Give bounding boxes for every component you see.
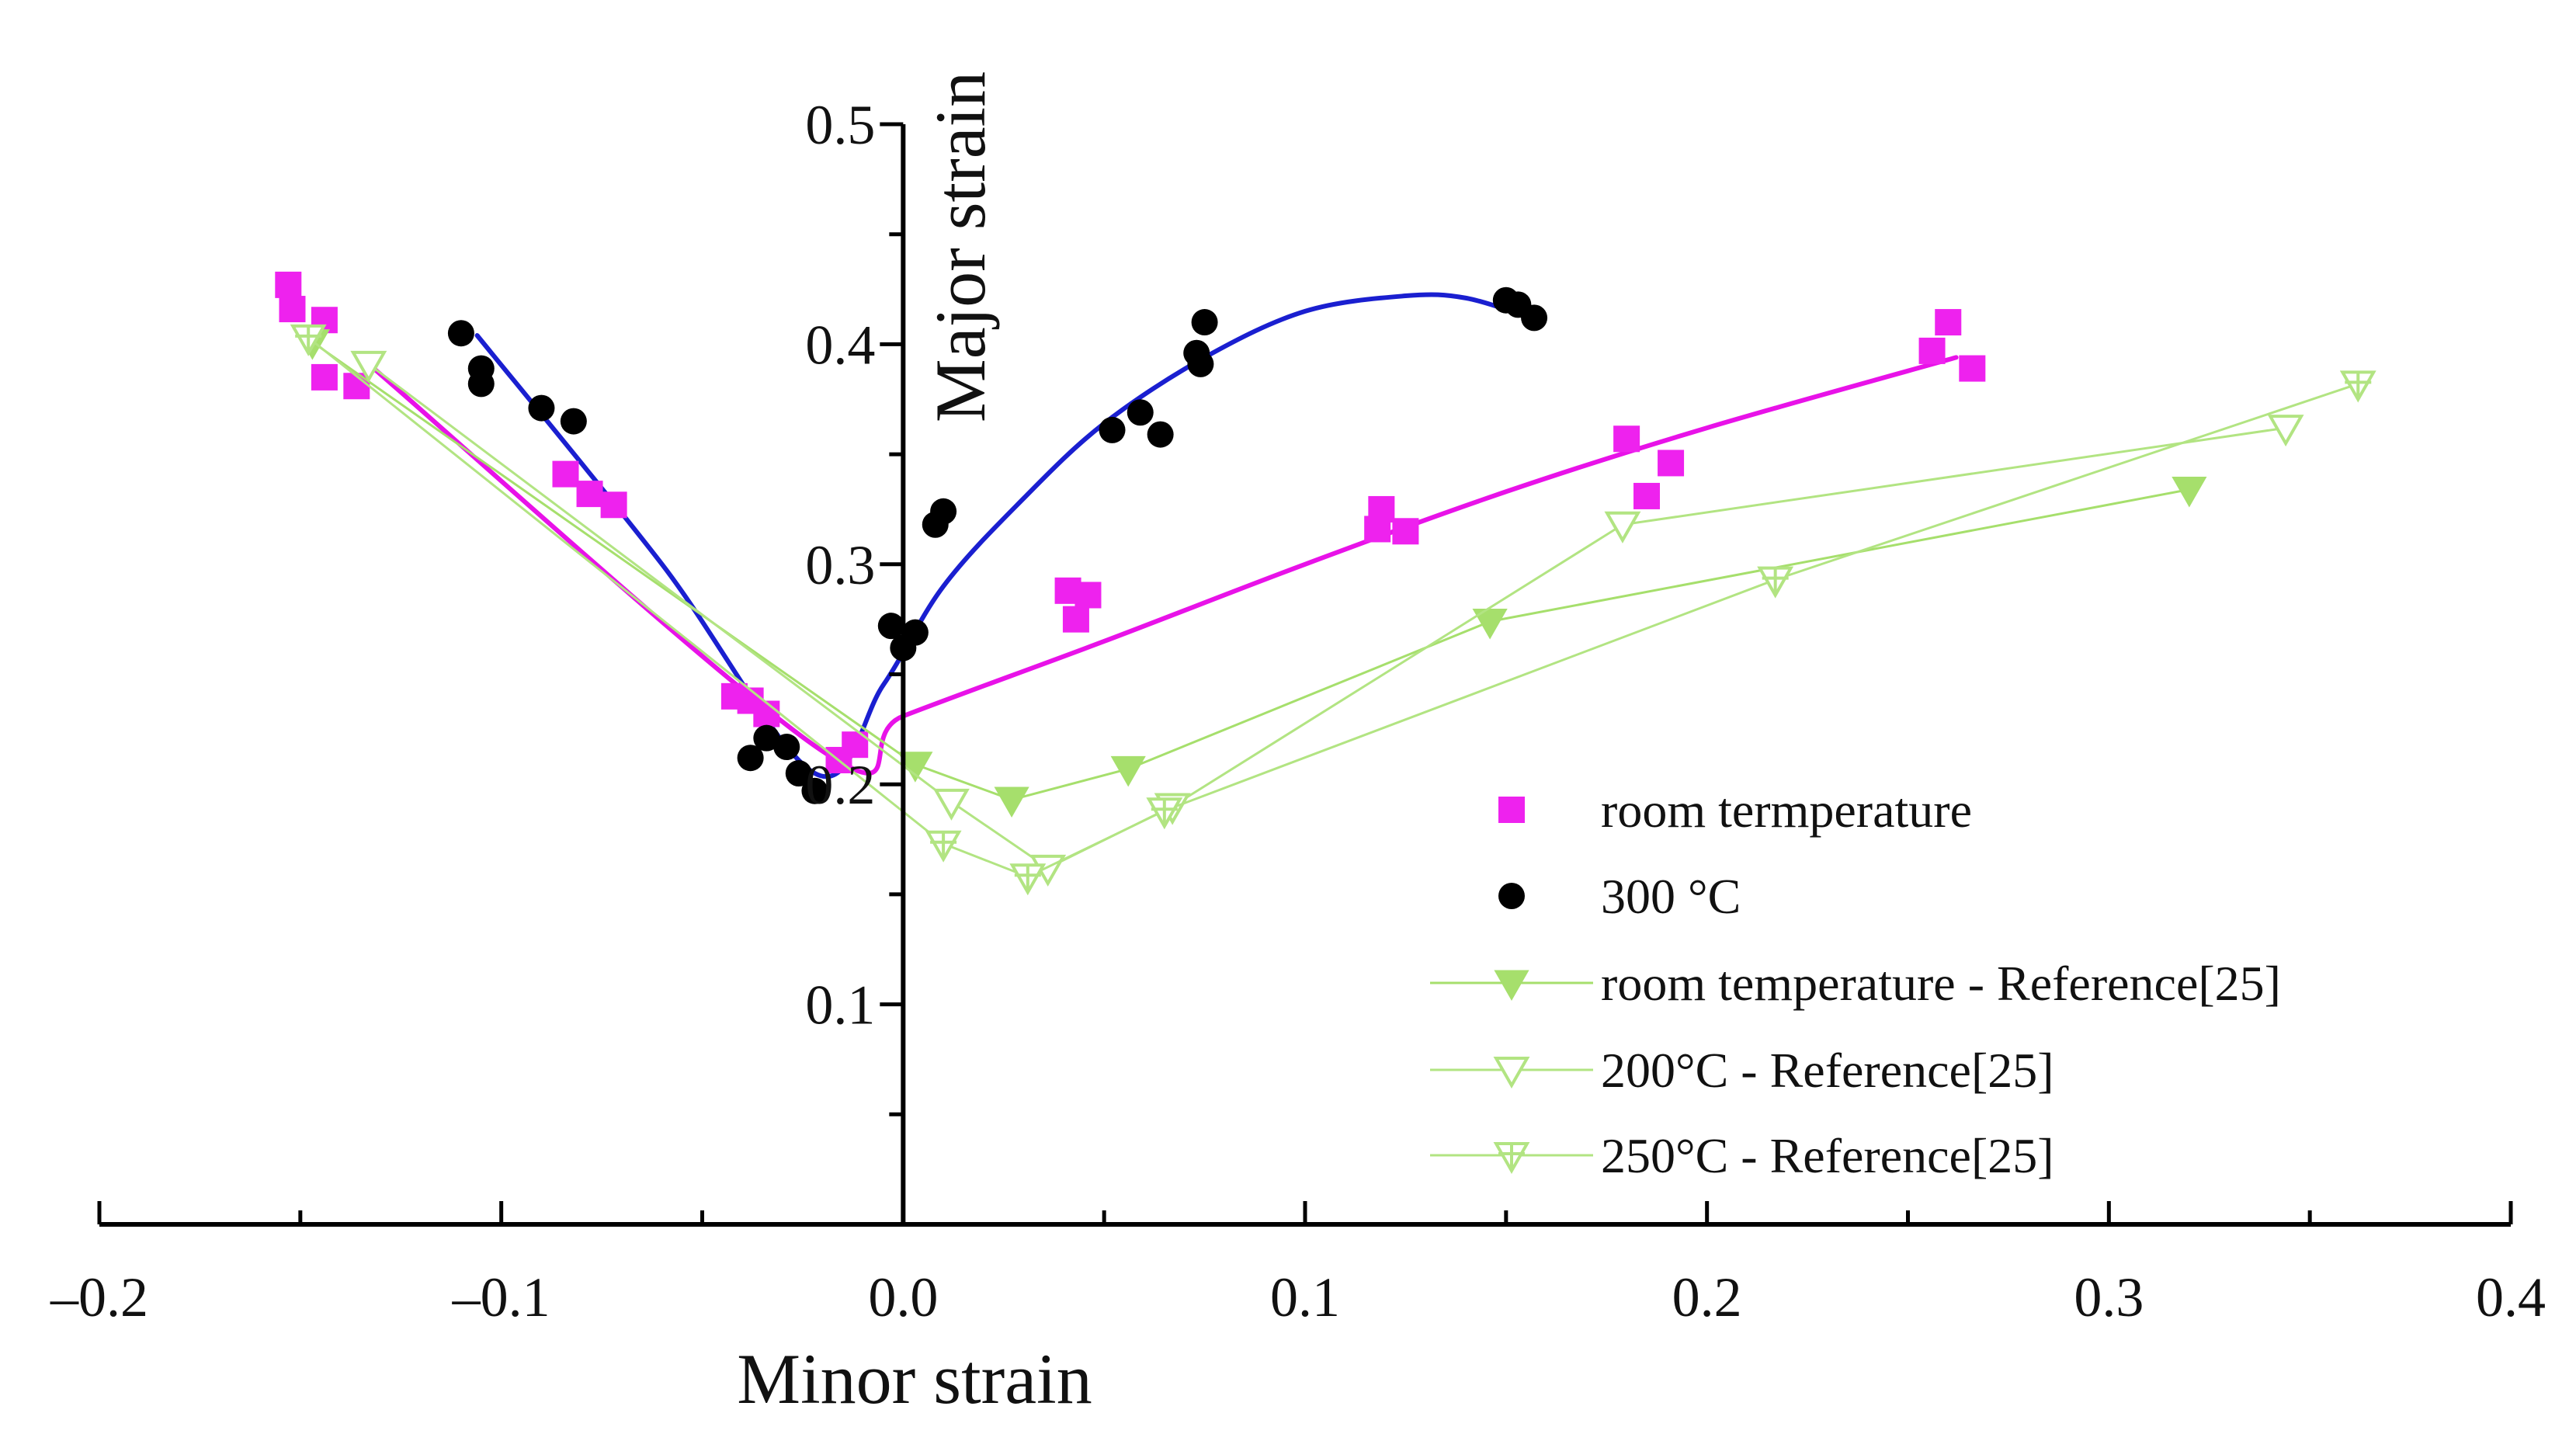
data-point — [576, 481, 603, 508]
series-line — [307, 336, 2359, 878]
data-point — [311, 363, 338, 391]
data-point — [901, 619, 929, 646]
data-point — [275, 271, 302, 298]
data-point — [1074, 582, 1102, 609]
data-point — [350, 350, 387, 383]
axes: –0.2 –0.1 0.0 0.1 0.2 0.3 0.4 0.1 0.2 0.3 0.4 0.5 — [50, 94, 2546, 1328]
data-point — [1918, 337, 1946, 364]
data-point — [785, 760, 812, 787]
legend: room termperature 300 °C room temperature … — [1430, 783, 2281, 1183]
data-point — [2339, 370, 2376, 403]
data-series — [275, 271, 2376, 896]
legend-marker — [1498, 797, 1525, 823]
data-point — [1633, 482, 1661, 509]
data-point — [1392, 518, 1419, 545]
data-point — [1757, 566, 1794, 599]
data-point — [925, 830, 962, 863]
x-tick-label: 0.1 — [1270, 1266, 1340, 1328]
data-point — [279, 296, 306, 323]
x-axis-ticks: –0.2 –0.1 0.0 0.1 0.2 0.3 0.4 — [50, 1201, 2546, 1328]
data-point — [801, 777, 828, 804]
data-point — [528, 394, 555, 422]
legend-label: 250°C - Reference[25] — [1601, 1128, 2054, 1183]
data-point — [600, 491, 627, 519]
data-point — [1604, 511, 1641, 543]
data-point — [2172, 476, 2207, 508]
data-point — [1099, 416, 1126, 443]
legend-item: room termperature — [1498, 783, 1972, 838]
data-point — [1062, 606, 1089, 633]
y-tick-label: 0.5 — [805, 94, 875, 156]
data-point — [447, 320, 474, 347]
x-tick-label: –0.2 — [50, 1266, 148, 1328]
data-point — [1147, 421, 1174, 448]
x-tick-label: 0.4 — [2476, 1266, 2546, 1328]
data-point — [933, 788, 970, 821]
data-point — [897, 752, 933, 783]
y-tick-label: 0.1 — [805, 974, 875, 1036]
series-2 — [447, 286, 1548, 804]
x-tick-label: 0.0 — [868, 1266, 938, 1328]
room-temperature-fit-curve — [366, 355, 1959, 776]
data-point — [930, 498, 957, 525]
data-point — [773, 734, 800, 761]
legend-item: 200°C - Reference[25] — [1430, 1043, 2054, 1098]
series-5 — [290, 324, 2376, 896]
data-point — [2267, 415, 2304, 447]
data-point — [877, 613, 904, 640]
data-point — [1935, 309, 1962, 336]
data-point — [1368, 495, 1395, 523]
series-3 — [294, 329, 2207, 818]
data-point — [1521, 304, 1548, 332]
series-4 — [350, 350, 2304, 887]
data-point — [1127, 399, 1154, 426]
data-point — [1110, 755, 1146, 787]
data-point — [753, 700, 780, 727]
y-axis-ticks: 0.1 0.2 0.3 0.4 0.5 — [805, 94, 904, 1116]
legend-item: 250°C - Reference[25] — [1430, 1128, 2054, 1183]
legend-marker — [1493, 1142, 1530, 1175]
y-axis-title: Major strain — [921, 71, 1000, 422]
data-point — [560, 408, 587, 435]
x-tick-label: 0.2 — [1672, 1266, 1742, 1328]
data-point — [1146, 797, 1183, 830]
legend-label: 200°C - Reference[25] — [1601, 1043, 2054, 1098]
legend-marker — [1498, 883, 1525, 909]
data-point — [290, 324, 327, 356]
data-point — [1191, 309, 1218, 336]
x-axis-title: Minor strain — [737, 1339, 1092, 1418]
fit-curves — [366, 292, 1959, 779]
series-1 — [275, 271, 1986, 774]
data-point — [1009, 863, 1047, 896]
legend-label: 300 °C — [1601, 869, 1741, 924]
data-point — [467, 370, 495, 398]
data-point — [1959, 355, 1986, 382]
data-point — [552, 460, 579, 488]
x-tick-label: 0.3 — [2074, 1266, 2144, 1328]
legend-label: room temperature - Reference[25] — [1601, 956, 2281, 1011]
data-point — [753, 724, 780, 752]
legend-item: room temperature - Reference[25] — [1430, 956, 2281, 1011]
data-point — [1187, 350, 1214, 377]
series-line — [311, 341, 2190, 801]
legend-label: room termperature — [1601, 783, 1972, 838]
fit-curve-300c — [474, 292, 1533, 779]
data-point — [1613, 425, 1640, 453]
data-point — [1658, 450, 1685, 477]
data-point — [994, 786, 1029, 818]
data-point — [1472, 608, 1508, 640]
x-tick-label: –0.1 — [452, 1266, 550, 1328]
y-tick-label: 0.4 — [805, 314, 875, 376]
legend-marker — [1494, 970, 1529, 1002]
legend-item: 300 °C — [1498, 869, 1741, 924]
y-tick-label: 0.2 — [805, 754, 875, 816]
data-point — [737, 745, 764, 772]
legend-marker — [1493, 1057, 1530, 1089]
y-tick-label: 0.3 — [805, 534, 875, 596]
